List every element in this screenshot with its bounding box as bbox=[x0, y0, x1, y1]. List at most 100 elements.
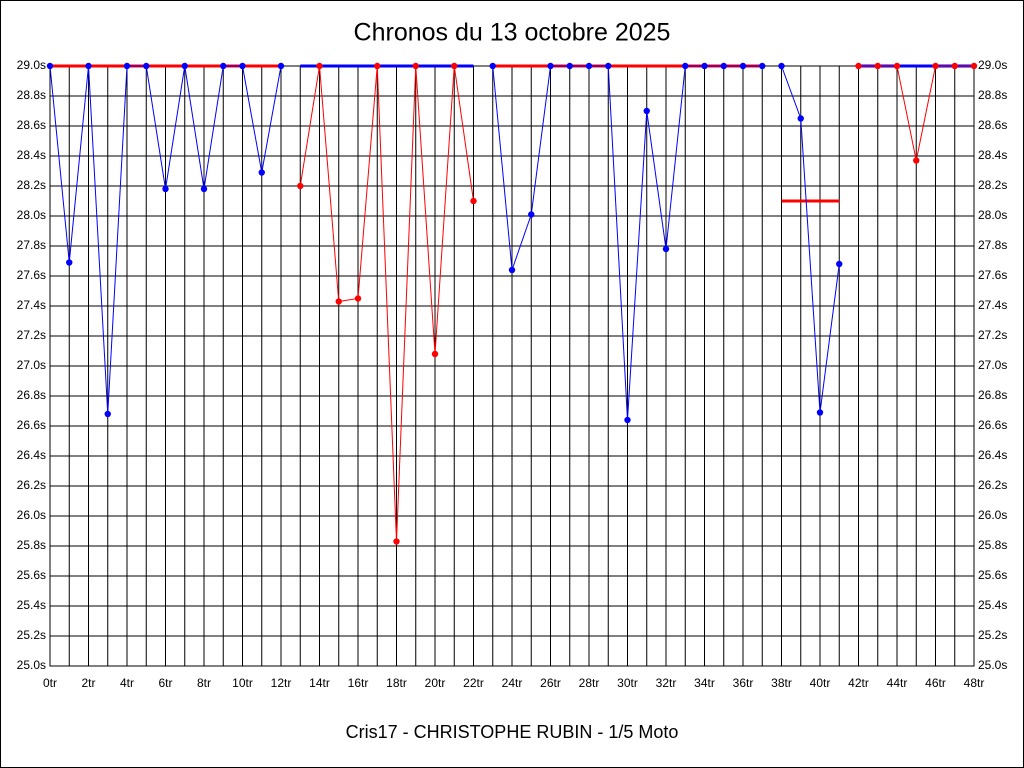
data-point bbox=[200, 185, 208, 193]
y-tick-label: 25.4s bbox=[17, 598, 46, 612]
y2-tick-label: 28.8s bbox=[978, 88, 1007, 102]
x-tick-label: 32tr bbox=[656, 676, 677, 690]
x-tick-label: 12tr bbox=[271, 676, 292, 690]
x-tick-label: 36tr bbox=[733, 676, 754, 690]
y-tick-label: 25.2s bbox=[17, 628, 46, 642]
x-tick-label: 40tr bbox=[810, 676, 831, 690]
y-tick-label: 26.0s bbox=[17, 508, 46, 522]
y2-tick-label: 25.8s bbox=[978, 538, 1007, 552]
x-tick-label: 34tr bbox=[694, 676, 715, 690]
data-point bbox=[932, 62, 939, 70]
y2-tick-label: 25.0s bbox=[978, 658, 1007, 672]
data-point bbox=[374, 62, 381, 70]
data-point bbox=[759, 62, 766, 70]
data-point bbox=[451, 62, 458, 70]
x-tick-label: 48tr bbox=[964, 676, 985, 690]
y-tick-label: 27.2s bbox=[17, 328, 46, 342]
y2-tick-label: 27.6s bbox=[978, 268, 1007, 282]
y-tick-label: 27.8s bbox=[17, 238, 46, 252]
x-tick-label: 10tr bbox=[232, 676, 253, 690]
y2-tick-label: 27.2s bbox=[978, 328, 1007, 342]
data-point bbox=[893, 62, 901, 70]
series-line bbox=[299, 65, 474, 542]
y-tick-label: 27.0s bbox=[17, 358, 46, 372]
data-point bbox=[662, 245, 670, 253]
data-point bbox=[701, 62, 708, 70]
x-tick-label: 16tr bbox=[348, 676, 369, 690]
data-point bbox=[239, 62, 246, 70]
data-point bbox=[335, 298, 342, 305]
data-point bbox=[470, 197, 477, 205]
data-point bbox=[951, 62, 958, 70]
data-point bbox=[720, 62, 727, 70]
data-point bbox=[46, 62, 54, 70]
y2-tick-label: 26.0s bbox=[978, 508, 1007, 522]
data-point bbox=[836, 260, 843, 268]
y-tick-label: 25.8s bbox=[17, 538, 46, 552]
data-point bbox=[816, 409, 824, 416]
data-point bbox=[797, 115, 804, 122]
data-point bbox=[85, 62, 92, 70]
y2-tick-label: 26.2s bbox=[978, 478, 1007, 492]
data-point bbox=[181, 62, 188, 70]
data-point bbox=[66, 259, 73, 266]
y-tick-label: 28.0s bbox=[17, 208, 46, 222]
x-tick-label: 20tr bbox=[425, 676, 446, 690]
data-point bbox=[316, 62, 323, 70]
data-point bbox=[489, 62, 496, 70]
data-point bbox=[874, 62, 881, 70]
y-tick-label: 27.6s bbox=[17, 268, 46, 282]
data-point bbox=[970, 62, 978, 70]
x-tick-label: 28tr bbox=[579, 676, 600, 690]
y-tick-label: 25.6s bbox=[17, 568, 46, 582]
y2-tick-label: 29.0s bbox=[978, 58, 1007, 72]
x-tick-label: 8tr bbox=[197, 676, 211, 690]
x-tick-label: 4tr bbox=[120, 676, 134, 690]
data-point bbox=[739, 62, 747, 70]
series-line bbox=[781, 65, 840, 413]
data-point bbox=[547, 62, 554, 70]
data-point bbox=[354, 295, 362, 302]
data-point bbox=[913, 157, 920, 164]
x-tick-label: 22tr bbox=[463, 676, 484, 690]
data-point bbox=[297, 182, 304, 190]
x-tick-label: 44tr bbox=[887, 676, 908, 690]
data-point bbox=[855, 62, 862, 70]
y-tick-label: 26.2s bbox=[17, 478, 46, 492]
y-tick-label: 26.4s bbox=[17, 448, 46, 462]
y2-tick-label: 26.6s bbox=[978, 418, 1007, 432]
data-point bbox=[412, 62, 419, 70]
y2-tick-label: 27.8s bbox=[978, 238, 1007, 252]
x-tick-label: 46tr bbox=[925, 676, 946, 690]
x-tick-label: 30tr bbox=[617, 676, 638, 690]
x-tick-label: 6tr bbox=[158, 676, 172, 690]
y-tick-label: 26.8s bbox=[17, 388, 46, 402]
data-point bbox=[778, 62, 785, 70]
data-point bbox=[162, 185, 169, 193]
y2-tick-label: 27.4s bbox=[978, 298, 1007, 312]
y2-tick-label: 25.2s bbox=[978, 628, 1007, 642]
data-point bbox=[508, 266, 516, 274]
data-point bbox=[123, 62, 131, 70]
data-point bbox=[104, 410, 111, 418]
y2-tick-label: 25.6s bbox=[978, 568, 1007, 582]
y2-tick-label: 27.0s bbox=[978, 358, 1007, 372]
data-point bbox=[624, 416, 631, 424]
y-tick-label: 28.6s bbox=[17, 118, 46, 132]
x-tick-label: 0tr bbox=[43, 676, 57, 690]
data-point bbox=[143, 62, 150, 70]
y-tick-label: 28.4s bbox=[17, 148, 46, 162]
y-tick-label: 28.8s bbox=[17, 88, 46, 102]
y2-tick-label: 28.4s bbox=[978, 148, 1007, 162]
y2-tick-label: 26.8s bbox=[978, 388, 1007, 402]
y2-tick-label: 26.4s bbox=[978, 448, 1007, 462]
y-tick-label: 25.0s bbox=[17, 658, 46, 672]
data-point bbox=[220, 62, 227, 70]
y-tick-label: 29.0s bbox=[17, 58, 46, 72]
data-point bbox=[258, 169, 265, 176]
x-tick-label: 14tr bbox=[309, 676, 330, 690]
x-tick-label: 2tr bbox=[81, 676, 95, 690]
y2-tick-label: 28.0s bbox=[978, 208, 1007, 222]
y-tick-label: 27.4s bbox=[17, 298, 46, 312]
y2-tick-label: 28.2s bbox=[978, 178, 1007, 192]
